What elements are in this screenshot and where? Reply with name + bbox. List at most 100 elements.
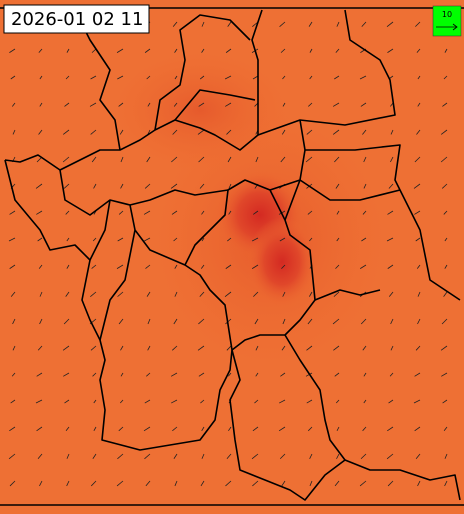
wind-vector: [39, 318, 43, 325]
wind-vector: [147, 318, 151, 325]
wind-vector: [442, 399, 448, 404]
wind-vector: [251, 237, 259, 242]
wind-vector: [336, 210, 340, 215]
wind-vector: [253, 291, 259, 297]
wind-vector: [333, 291, 340, 297]
wind-vector: [62, 156, 70, 163]
wind-vector: [116, 48, 124, 53]
wind-vector: [415, 453, 421, 460]
wind-vector: [63, 318, 70, 325]
wind-vector: [360, 102, 367, 107]
wind-vector: [332, 318, 340, 325]
wind-vector: [255, 372, 259, 377]
wind-vector: [417, 480, 421, 487]
wind-vector: [361, 21, 367, 27]
wind-vector: [198, 372, 205, 377]
wind-vector: [282, 291, 286, 297]
wind-vector: [174, 291, 178, 297]
wind-vector: [336, 21, 340, 27]
wind-vector: [306, 345, 313, 351]
wind-vector: [62, 345, 70, 351]
wind-vector: [172, 21, 178, 27]
wind-vector: [146, 372, 151, 377]
wind-vector: [362, 345, 367, 351]
wind-vector: [146, 291, 151, 297]
wind-vector: [414, 426, 421, 432]
wind-vector: [359, 264, 367, 269]
wind-vector: [171, 156, 178, 163]
legend-label: 10: [442, 10, 452, 19]
wind-vector: [173, 318, 178, 325]
wind-vector: [173, 237, 178, 242]
wind-vector: [335, 264, 340, 269]
wind-vector: [10, 75, 16, 80]
wind-vector: [35, 399, 43, 404]
wind-vector: [282, 102, 286, 107]
wind-vector: [172, 129, 178, 135]
wind-vector: [440, 129, 448, 135]
wind-vector: [119, 399, 124, 404]
wind-vector: [254, 399, 259, 404]
wind-vector: [145, 480, 151, 487]
wind-vector: [281, 264, 286, 269]
wind-vector: [309, 453, 313, 459]
wind-vector: [252, 426, 259, 432]
wind-vector: [90, 75, 97, 80]
wind-vector: [9, 480, 16, 487]
wind-vector: [120, 345, 124, 351]
wind-vector: [200, 264, 205, 269]
wind-vector: [38, 48, 43, 53]
wind-vector: [309, 48, 313, 53]
wind-vector: [199, 183, 205, 189]
wind-vector: [251, 264, 259, 269]
wind-vector: [390, 156, 394, 163]
wind-vector: [170, 399, 178, 404]
wind-vector: [362, 426, 367, 432]
wind-vector: [117, 237, 124, 242]
borders: [0, 7, 464, 506]
wind-vector: [444, 237, 448, 242]
wind-vector: [417, 318, 421, 325]
wind-vector: [253, 210, 259, 215]
wind-vector: [440, 156, 448, 163]
wind-vector: [386, 237, 394, 242]
wind-vector: [89, 102, 97, 107]
wind-vector: [118, 102, 124, 107]
timestamp: 2026-01 02 11: [11, 9, 143, 30]
wind-vector: [10, 291, 16, 297]
wind-vector: [444, 480, 448, 487]
wind-vector: [116, 264, 124, 269]
wind-vector: [9, 210, 16, 215]
wind-vector: [197, 345, 205, 351]
wind-vector: [143, 210, 151, 215]
wind-vector: [388, 183, 394, 189]
wind-vector: [228, 183, 232, 189]
wind-vector: [120, 156, 124, 163]
wind-vector: [228, 210, 232, 215]
wind-vector: [39, 102, 43, 107]
wind-vector: [228, 372, 232, 377]
wind-vector: [416, 48, 421, 53]
wind-vector: [91, 264, 97, 269]
wind-vector: [414, 372, 421, 377]
border: [284, 334, 346, 461]
wind-vector: [390, 129, 394, 135]
wind-vector: [441, 183, 448, 189]
wind-vector: [306, 129, 313, 135]
legend-arrow: [436, 23, 458, 31]
wind-vector: [306, 399, 313, 404]
wind-vector: [333, 345, 340, 351]
wind-vector: [39, 291, 43, 297]
wind-vector: [36, 372, 43, 377]
wind-vector: [252, 75, 259, 80]
wind-vector: [170, 372, 178, 377]
wind-vector: [387, 48, 394, 53]
wind-vector: [363, 156, 367, 163]
wind-vector: [198, 318, 205, 325]
wind-vector: [63, 372, 70, 377]
wind-vector: [281, 129, 286, 135]
wind-vector: [93, 183, 97, 189]
wind-vector: [414, 156, 421, 163]
wind-vector: [174, 75, 178, 80]
wind-vector: [144, 48, 151, 53]
